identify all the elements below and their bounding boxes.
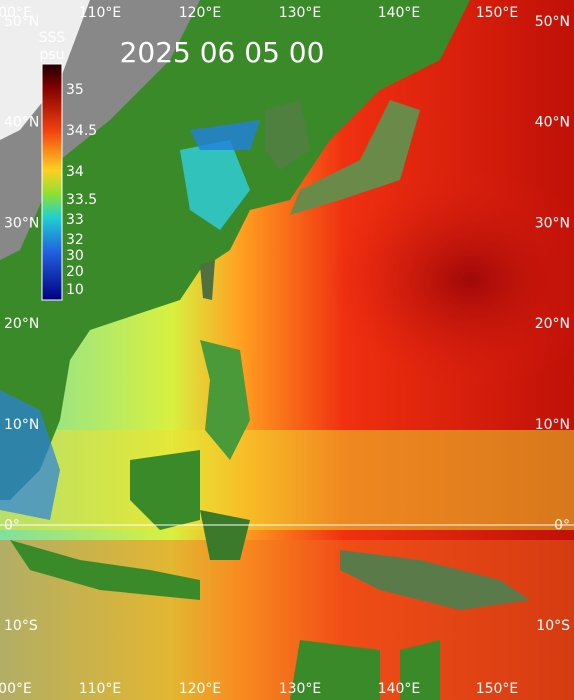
colorbar-label: 32 xyxy=(66,232,84,248)
latitude-label: 30°N xyxy=(4,215,39,231)
latitude-label: 30°N xyxy=(535,215,570,231)
longitude-label: 120°E xyxy=(179,5,222,21)
longitude-label: 140°E xyxy=(378,681,421,697)
colorbar-label: 35 xyxy=(66,82,84,98)
longitude-label: 00°E xyxy=(0,5,32,21)
latitude-label: 0° xyxy=(4,518,20,534)
latitude-label: 10°N xyxy=(535,417,570,433)
colorbar-label: 33.5 xyxy=(66,192,97,208)
latitude-label: 50°N xyxy=(535,14,570,30)
latitude-label: 10°N xyxy=(4,417,39,433)
colorbar-label: 33 xyxy=(66,212,84,228)
longitude-label: 110°E xyxy=(79,5,122,21)
colorbar-label: 10 xyxy=(66,282,84,298)
longitude-label: 150°E xyxy=(476,681,519,697)
colorbar-title: SSS xyxy=(39,30,66,46)
longitude-label: 150°E xyxy=(476,5,519,21)
latitude-label: 40°N xyxy=(4,115,39,131)
latitude-label: 0° xyxy=(554,518,570,534)
colorbar-unit: psu xyxy=(39,47,64,63)
colorbar-label: 34.5 xyxy=(66,123,97,139)
latitude-label: 50°N xyxy=(4,14,39,30)
colorbar-label: 34 xyxy=(66,164,84,180)
latitude-label: 40°N xyxy=(535,115,570,131)
latitude-label: 10°S xyxy=(536,618,570,634)
longitude-label: 00°E xyxy=(0,681,32,697)
latitude-label: 20°N xyxy=(535,316,570,332)
colorbar-label: 30 xyxy=(66,248,84,264)
map-title: 2025 06 05 00 xyxy=(120,36,325,69)
longitude-label: 110°E xyxy=(79,681,122,697)
longitude-label: 120°E xyxy=(179,681,222,697)
colorbar-label: 20 xyxy=(66,264,84,280)
longitude-label: 130°E xyxy=(279,5,322,21)
longitude-label: 140°E xyxy=(378,5,421,21)
longitude-label: 130°E xyxy=(279,681,322,697)
latitude-label: 10°S xyxy=(4,618,38,634)
latitude-label: 20°N xyxy=(4,316,39,332)
colorbar xyxy=(41,63,63,301)
